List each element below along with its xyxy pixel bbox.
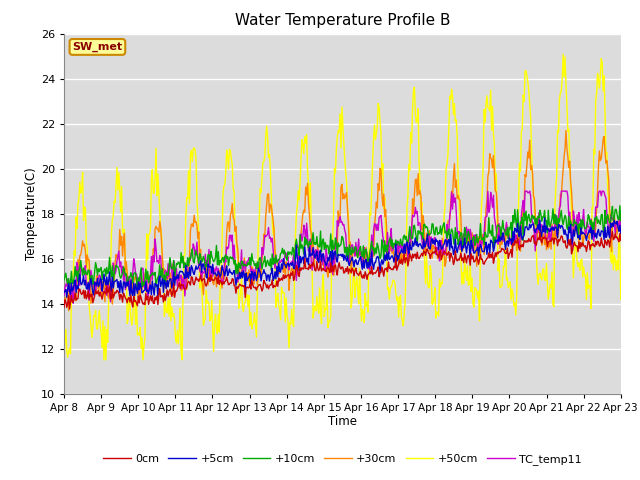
Line: +30cm: +30cm [64, 131, 621, 311]
+5cm [159, 289, 167, 295]
+30cm [313, 252, 321, 257]
TC_temp11 [521, 188, 529, 194]
+5cm [480, 249, 488, 254]
+5cm [541, 215, 548, 221]
+10cm [389, 246, 397, 252]
0cm [66, 306, 74, 312]
Line: 0cm: 0cm [64, 231, 621, 309]
+5cm [433, 239, 440, 244]
+50cm [559, 51, 567, 57]
+30cm [389, 244, 397, 250]
+5cm [389, 255, 397, 261]
+10cm [134, 286, 141, 291]
+5cm [63, 294, 70, 300]
0cm [389, 267, 397, 273]
+30cm [562, 128, 570, 133]
+50cm [617, 297, 625, 302]
Line: +5cm: +5cm [64, 218, 621, 297]
TC_temp11 [159, 276, 167, 282]
+10cm [480, 241, 488, 247]
TC_temp11 [204, 263, 212, 269]
TC_temp11 [433, 244, 440, 250]
+30cm [60, 296, 68, 302]
+30cm [480, 252, 488, 257]
TC_temp11 [480, 230, 488, 236]
Text: SW_met: SW_met [72, 42, 122, 52]
Title: Water Temperature Profile B: Water Temperature Profile B [235, 13, 450, 28]
Y-axis label: Temperature(C): Temperature(C) [25, 167, 38, 260]
Legend: 0cm, +5cm, +10cm, +30cm, +50cm, TC_temp11: 0cm, +5cm, +10cm, +30cm, +50cm, TC_temp1… [99, 450, 586, 469]
Line: TC_temp11: TC_temp11 [64, 191, 621, 303]
+10cm [60, 277, 68, 283]
+10cm [617, 218, 625, 224]
0cm [617, 238, 625, 243]
X-axis label: Time: Time [328, 415, 357, 429]
+5cm [204, 261, 212, 267]
0cm [313, 259, 321, 264]
+50cm [480, 107, 488, 112]
+10cm [204, 252, 212, 257]
+30cm [159, 269, 167, 275]
+5cm [313, 249, 321, 254]
TC_temp11 [617, 228, 625, 233]
+50cm [433, 309, 440, 315]
TC_temp11 [389, 246, 397, 252]
+50cm [313, 294, 321, 300]
Line: +50cm: +50cm [64, 54, 621, 360]
0cm [60, 304, 68, 310]
0cm [159, 299, 167, 305]
+50cm [60, 357, 68, 362]
0cm [433, 252, 440, 258]
+10cm [433, 225, 440, 230]
+50cm [100, 357, 108, 363]
+10cm [159, 282, 167, 288]
+10cm [616, 203, 624, 209]
TC_temp11 [313, 257, 321, 263]
+30cm [65, 308, 72, 313]
+10cm [313, 234, 321, 240]
0cm [480, 261, 488, 267]
+30cm [617, 225, 625, 230]
+50cm [204, 299, 212, 304]
Line: +10cm: +10cm [64, 206, 621, 288]
0cm [204, 276, 212, 282]
+5cm [60, 289, 68, 295]
+30cm [433, 247, 440, 252]
0cm [609, 228, 616, 234]
+50cm [389, 277, 397, 283]
TC_temp11 [70, 300, 77, 306]
+30cm [204, 282, 212, 288]
+50cm [159, 278, 167, 284]
TC_temp11 [60, 292, 68, 298]
+5cm [617, 231, 625, 237]
